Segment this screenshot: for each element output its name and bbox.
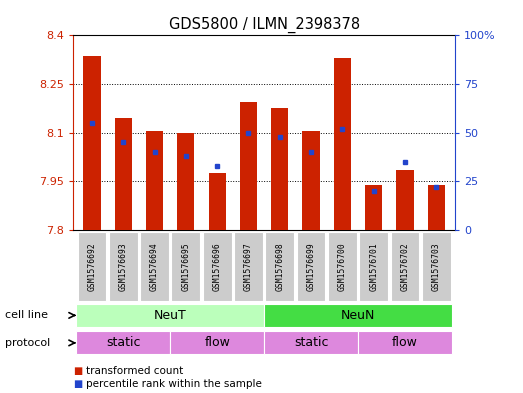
Text: GSM1576695: GSM1576695	[181, 242, 190, 291]
Text: flow: flow	[204, 336, 230, 349]
Bar	[76, 331, 170, 354]
Text: ■: ■	[73, 366, 83, 376]
Bar	[396, 170, 414, 230]
Bar	[77, 232, 106, 301]
Text: ■: ■	[73, 379, 83, 389]
Text: GSM1576693: GSM1576693	[119, 242, 128, 291]
Text: GSM1576698: GSM1576698	[275, 242, 285, 291]
Text: GSM1576699: GSM1576699	[306, 242, 315, 291]
Bar	[365, 184, 382, 230]
Bar	[76, 304, 264, 327]
Bar	[391, 232, 419, 301]
Bar	[358, 331, 452, 354]
Bar	[302, 131, 320, 230]
Text: protocol: protocol	[5, 338, 51, 348]
Text: static: static	[106, 336, 141, 349]
Text: transformed count: transformed count	[86, 366, 184, 376]
Text: GSM1576697: GSM1576697	[244, 242, 253, 291]
Bar	[83, 57, 100, 230]
Bar	[264, 331, 358, 354]
Bar	[234, 232, 263, 301]
Bar	[428, 184, 445, 230]
Text: flow: flow	[392, 336, 418, 349]
Title: GDS5800 / ILMN_2398378: GDS5800 / ILMN_2398378	[168, 17, 360, 33]
Text: cell line: cell line	[5, 310, 48, 320]
Text: NeuT: NeuT	[154, 309, 187, 322]
Bar	[115, 118, 132, 230]
Bar	[328, 232, 357, 301]
Bar	[140, 232, 169, 301]
Text: percentile rank within the sample: percentile rank within the sample	[86, 379, 262, 389]
Bar	[265, 232, 294, 301]
Bar	[146, 131, 163, 230]
Bar	[209, 173, 226, 230]
Bar	[203, 232, 232, 301]
Text: NeuN: NeuN	[341, 309, 375, 322]
Bar	[271, 108, 288, 230]
Bar	[172, 232, 200, 301]
Bar	[170, 331, 264, 354]
Text: GSM1576702: GSM1576702	[401, 242, 410, 291]
Text: GSM1576694: GSM1576694	[150, 242, 159, 291]
Bar	[359, 232, 388, 301]
Bar	[109, 232, 138, 301]
Text: GSM1576701: GSM1576701	[369, 242, 378, 291]
Bar	[334, 58, 351, 230]
Text: GSM1576696: GSM1576696	[213, 242, 222, 291]
Bar	[264, 304, 452, 327]
Bar	[240, 102, 257, 230]
Bar	[177, 132, 195, 230]
Text: static: static	[294, 336, 328, 349]
Bar	[422, 232, 451, 301]
Text: GSM1576700: GSM1576700	[338, 242, 347, 291]
Text: GSM1576692: GSM1576692	[87, 242, 97, 291]
Text: GSM1576703: GSM1576703	[431, 242, 441, 291]
Bar	[297, 232, 325, 301]
